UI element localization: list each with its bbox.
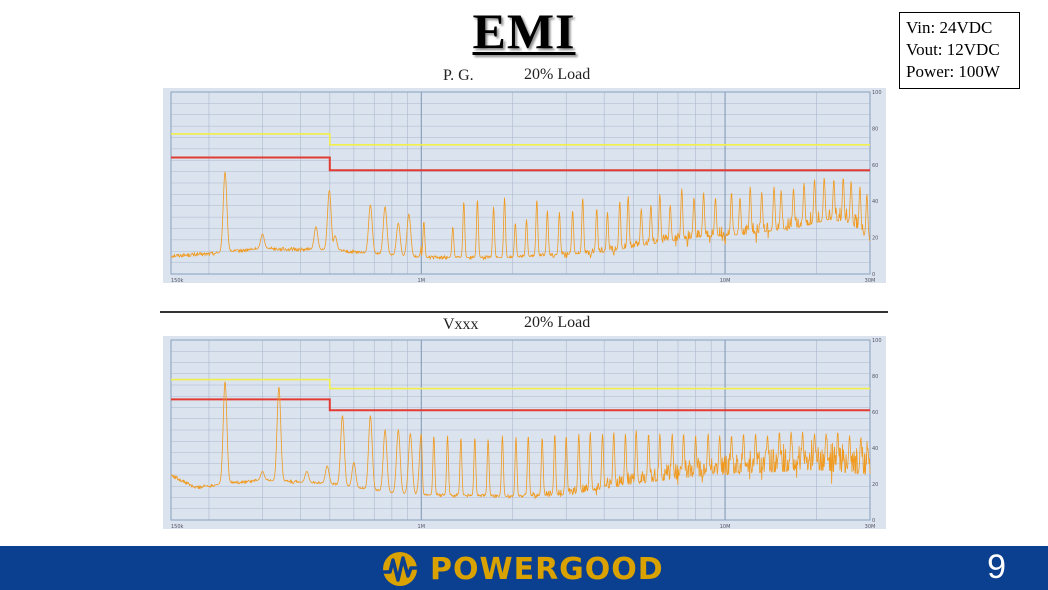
y-tick-label: 40 xyxy=(872,446,878,452)
limit-line-qp xyxy=(171,133,870,146)
x-tick-label: 10M xyxy=(720,524,731,529)
y-tick-label: 100 xyxy=(872,90,882,96)
y-tick-label: 0 xyxy=(872,518,875,524)
emi-trace xyxy=(170,381,871,500)
y-tick-label: 40 xyxy=(872,199,878,205)
x-tick-label: 30M xyxy=(865,278,876,283)
y-tick-label: 100 xyxy=(872,338,882,344)
spec-vout: Vout: 12VDC xyxy=(906,40,1000,59)
y-tick-label: 80 xyxy=(872,374,878,380)
plot-frame xyxy=(170,91,871,275)
x-tick-label: 150k xyxy=(171,524,184,529)
emi-chart-pg: 150k 1M 10M 30M 100 80 60 40 20 0 xyxy=(163,88,886,283)
slide-title: EMI xyxy=(472,3,576,59)
x-tick-label: 1M xyxy=(418,278,426,283)
chart2-label-left: Vxxx xyxy=(443,316,479,333)
limit-line-avg xyxy=(171,156,870,172)
emi-trace xyxy=(170,170,871,261)
x-tick-label: 1M xyxy=(418,524,426,529)
spec-vin: Vin: 24VDC xyxy=(906,18,993,37)
chart1-label-right: 20% Load xyxy=(524,66,591,83)
chart1-label-left: P. G. xyxy=(443,67,474,84)
y-tick-label: 20 xyxy=(872,236,878,242)
y-tick-label: 60 xyxy=(872,410,878,416)
emi-chart-vxxx-svg: 150k 1M 10M 30M 100 80 60 40 20 0 xyxy=(163,336,886,529)
powergood-logo-icon xyxy=(383,552,418,586)
x-tick-label: 150k xyxy=(171,278,184,283)
footer-bar: POWERGOOD 9 xyxy=(0,546,1048,590)
chart2-label-right: 20% Load xyxy=(524,314,591,331)
page-number: 9 xyxy=(987,548,1006,586)
limit-line-qp xyxy=(171,378,870,390)
section-divider xyxy=(160,311,888,313)
plot-frame xyxy=(170,339,871,521)
y-tick-label: 80 xyxy=(872,126,878,132)
y-tick-label: 20 xyxy=(872,482,878,488)
brand-name: POWERGOOD xyxy=(430,551,664,587)
spec-box: Vin: 24VDC Vout: 12VDC Power: 100W xyxy=(899,12,1020,89)
plot-background xyxy=(163,336,886,529)
brand-logo: POWERGOOD xyxy=(378,550,664,588)
y-tick-label: 60 xyxy=(872,163,878,169)
emi-chart-vxxx: 150k 1M 10M 30M 100 80 60 40 20 0 xyxy=(163,336,886,529)
spec-power: Power: 100W xyxy=(906,62,1000,81)
y-tick-label: 0 xyxy=(872,272,875,278)
x-tick-label: 10M xyxy=(720,278,731,283)
emi-chart-pg-svg: 150k 1M 10M 30M 100 80 60 40 20 0 xyxy=(163,88,886,283)
limit-line-avg xyxy=(171,398,870,412)
x-tick-label: 30M xyxy=(865,524,876,529)
